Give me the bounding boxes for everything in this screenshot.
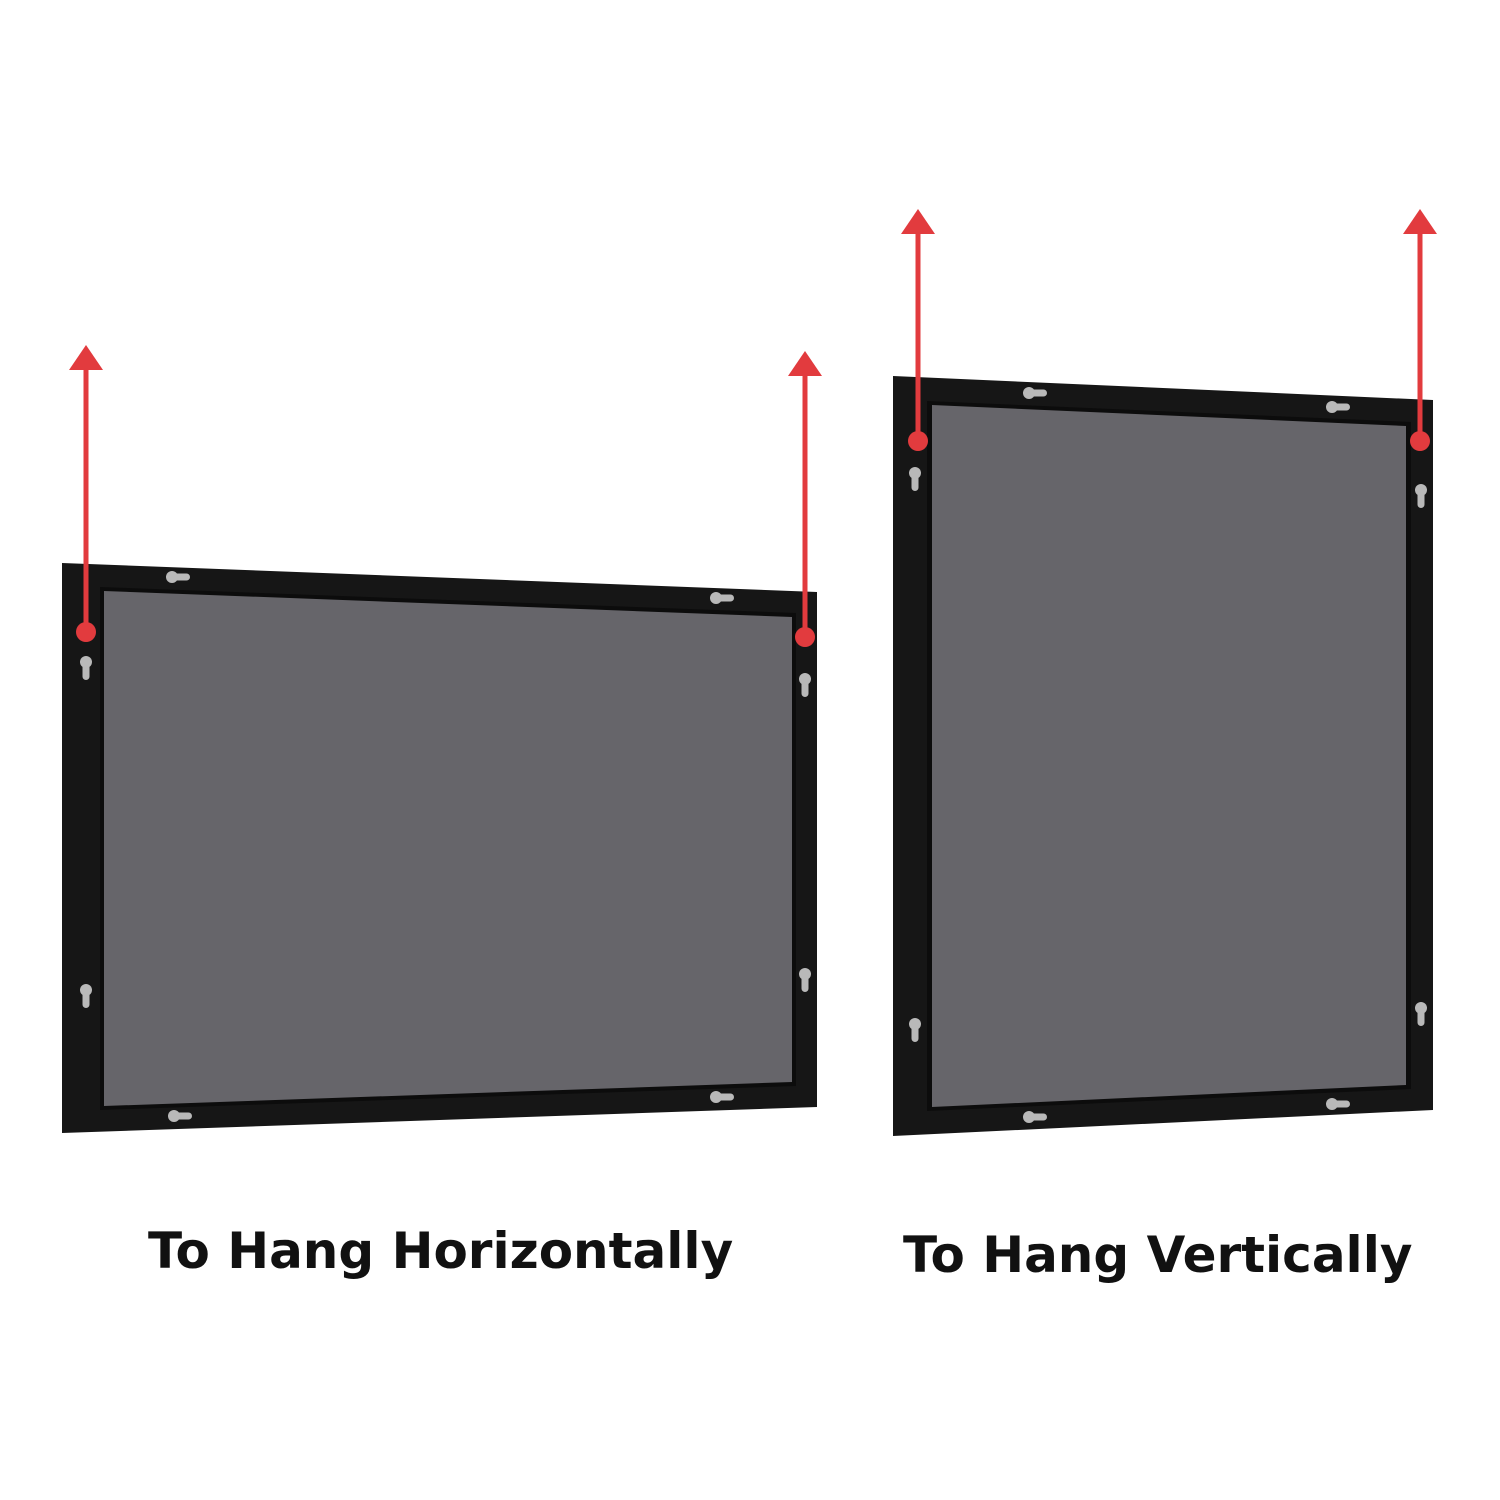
backing-board — [104, 591, 792, 1106]
backing-board — [932, 405, 1406, 1107]
arrow-up-icon — [1403, 209, 1437, 451]
caption-horizontal: To Hang Horizontally — [148, 1222, 734, 1280]
arrow-up-icon — [901, 209, 935, 451]
arrow-up-icon — [69, 345, 103, 642]
caption-vertical: To Hang Vertically — [903, 1226, 1413, 1284]
vertical-frame — [893, 376, 1433, 1136]
arrow-up-icon — [788, 351, 822, 647]
horizontal-frame — [62, 563, 817, 1133]
